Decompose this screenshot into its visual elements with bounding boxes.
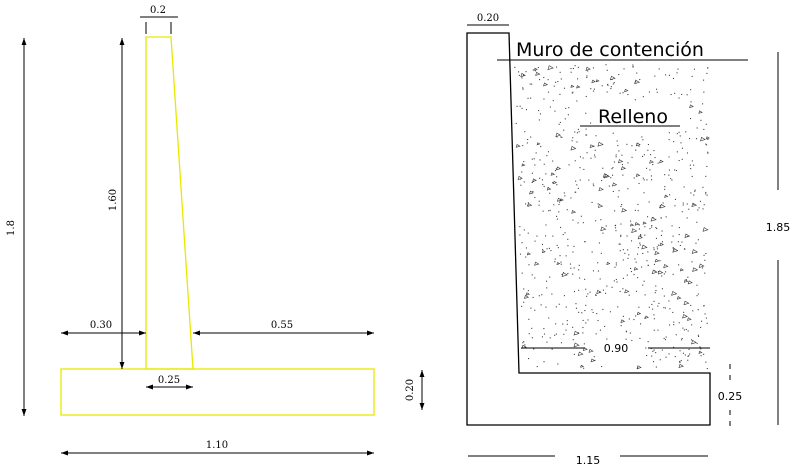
left-stem-top-width-label: 0.2 [150, 5, 166, 16]
right-title-fill: Relleno [580, 106, 680, 128]
right-dim-total-height: 1.85 [766, 52, 791, 425]
right-dim-heel: 0.90 [521, 342, 710, 355]
left-heel-width-label: 0.55 [271, 320, 293, 331]
left-dim-stem-height: 1.60 [108, 38, 125, 369]
right-dim-top-width: 0.20 [467, 13, 509, 26]
left-wall-drawing [60, 36, 375, 416]
left-stem-height-label: 1.60 [108, 189, 119, 211]
right-top-width-label: 0.20 [477, 13, 499, 24]
left-footing [60, 368, 375, 416]
fill-title-label: Relleno [598, 106, 668, 128]
left-dim-heel: 0.55 [193, 320, 374, 336]
backfill-hatch [514, 64, 710, 370]
right-title-wall: Muro de contención [497, 39, 748, 61]
right-base-width-label: 1.15 [576, 454, 601, 467]
right-dim-base-width: 1.15 [468, 454, 708, 467]
left-total-height-label: 1.8 [6, 220, 17, 236]
right-total-height-label: 1.85 [766, 221, 791, 234]
left-stem [145, 36, 194, 370]
left-footing-width-label: 1.10 [206, 440, 228, 451]
left-dim-total-height: 1.8 [6, 38, 27, 416]
left-stem-base-label: 0.25 [158, 375, 180, 386]
left-dim-stem-base: 0.25 [146, 375, 193, 390]
left-dim-stem-top: 0.2 [140, 5, 178, 34]
wall-title-label: Muro de contención [516, 39, 704, 61]
left-footing-thickness-label: 0.20 [405, 379, 416, 401]
right-heel-width-label: 0.90 [604, 342, 629, 355]
left-dim-footing-width: 1.10 [61, 440, 374, 456]
right-dim-footing-thickness: 0.25 [718, 364, 743, 426]
left-dim-toe: 0.30 [61, 320, 146, 336]
right-footing-thickness-label: 0.25 [718, 390, 743, 403]
left-toe-width-label: 0.30 [90, 320, 112, 331]
right-wall-outline [466, 32, 711, 426]
left-dim-footing-thickness: 0.20 [405, 370, 425, 410]
